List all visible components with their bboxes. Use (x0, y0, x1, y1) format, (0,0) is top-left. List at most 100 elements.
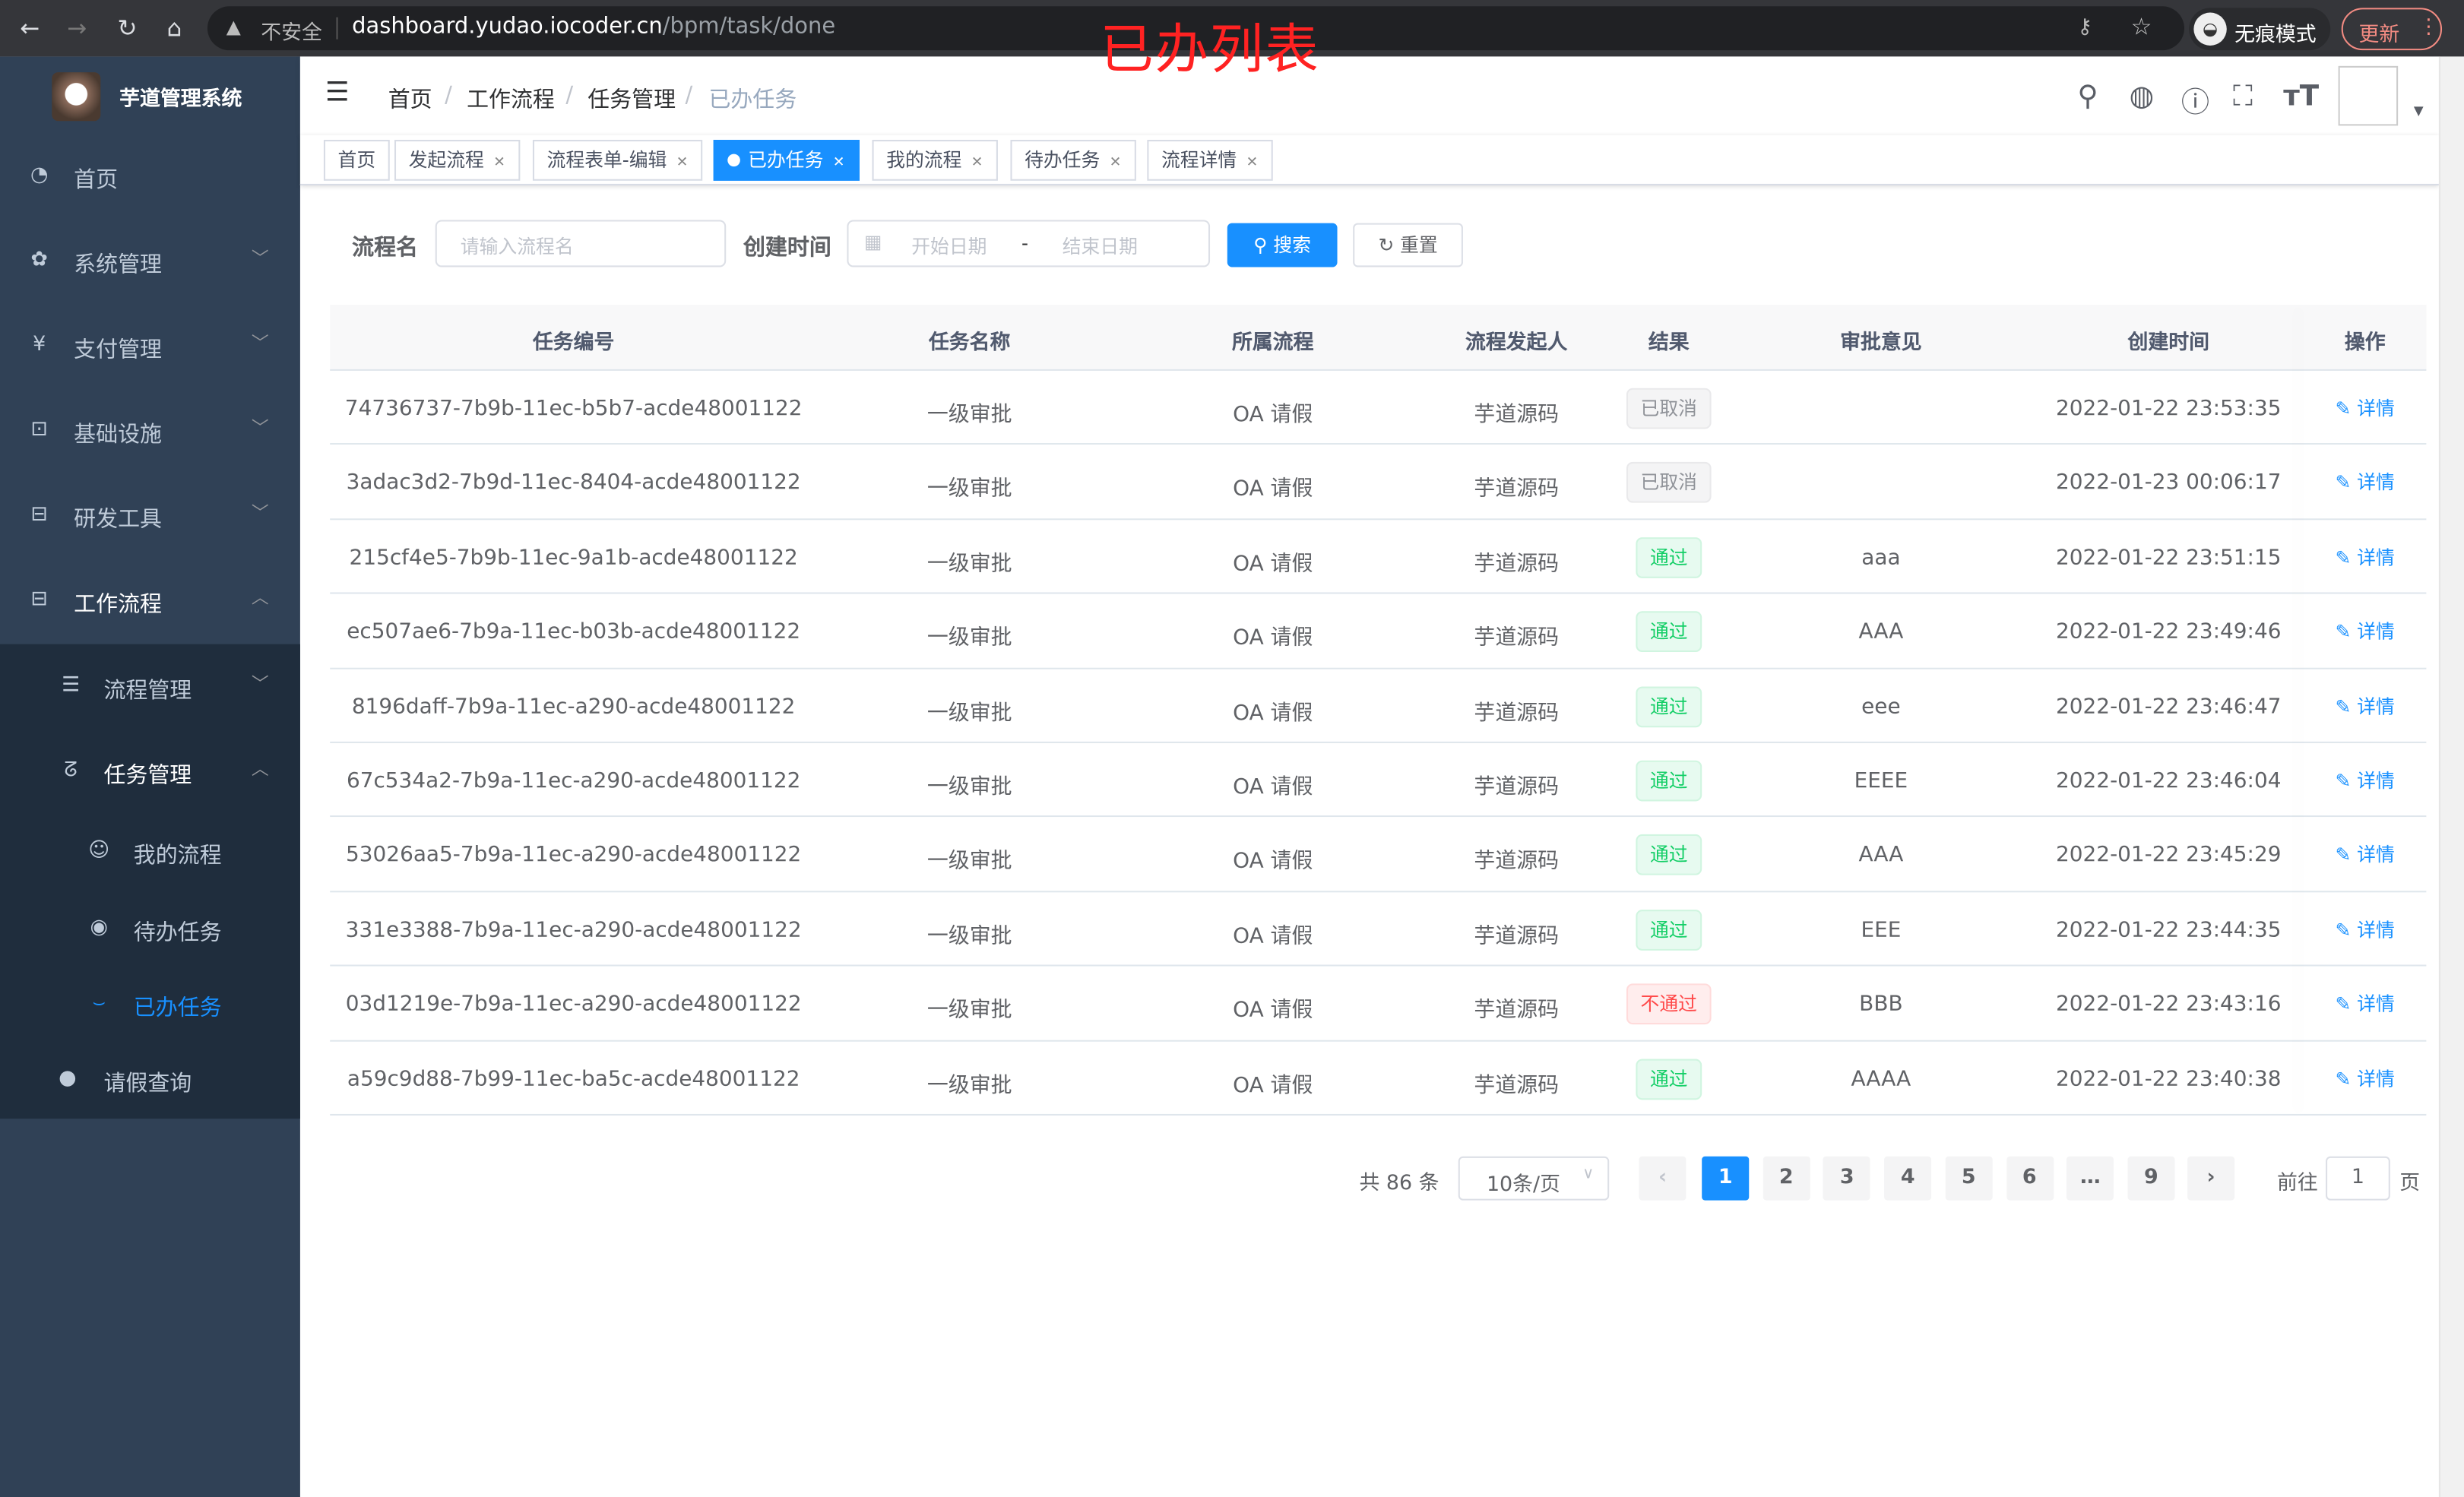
tag-process-detail[interactable]: 流程详情 ✕ (1147, 140, 1272, 181)
page-button[interactable]: 3 (1823, 1156, 1871, 1201)
sidebar-item-done[interactable]: ⌣ 已办任务 (0, 967, 300, 1045)
sidebar-item-infra[interactable]: ⊡ 基础设施 ﹀ (0, 393, 300, 471)
task-name-cell: 一级审批 (926, 476, 1012, 502)
close-icon[interactable]: ✕ (971, 155, 983, 172)
page-button[interactable]: 4 (1884, 1156, 1932, 1201)
detail-button[interactable]: ✎ 详情 (2335, 618, 2394, 644)
tag-start-process[interactable]: 发起流程 ✕ (394, 140, 520, 181)
sidebar-item-pay[interactable]: ¥ 支付管理 ﹀ (0, 308, 300, 386)
tag-my-process[interactable]: 我的流程 ✕ (872, 140, 998, 181)
menu-label: 已办任务 (133, 995, 222, 1021)
avatar[interactable] (2338, 65, 2399, 126)
task-name-cell: 一级审批 (926, 923, 1012, 949)
address-bar[interactable]: ▲ 不安全 dashboard.yudao.iocoder.cn/bpm/tas… (207, 6, 2184, 51)
more-icon[interactable]: ⋮ (2418, 15, 2439, 40)
page-button[interactable]: 1 (1702, 1156, 1750, 1201)
create-time-cell: 2022-01-22 23:45:29 (2056, 843, 2282, 869)
dashboard-icon: ◔ (30, 163, 49, 188)
sidebar-item-system[interactable]: ✿ 系统管理 ﹀ (0, 223, 300, 302)
date-range-picker[interactable]: ▦ 开始日期 - 结束日期 (847, 220, 1211, 267)
incognito-badge[interactable]: ◒ 无痕模式 (2189, 8, 2331, 51)
close-icon[interactable]: ✕ (1109, 155, 1122, 172)
more-pages-button[interactable]: … (2067, 1156, 2114, 1201)
url-text[interactable]: dashboard.yudao.iocoder.cn/bpm/task/done (352, 14, 835, 40)
goto-page-input[interactable]: 1 (2326, 1156, 2390, 1201)
create-time-cell: 2022-01-22 23:49:46 (2056, 619, 2282, 645)
detail-button[interactable]: ✎ 详情 (2335, 767, 2394, 793)
detail-button[interactable]: ✎ 详情 (2335, 543, 2394, 570)
edit-icon: ✎ (2335, 770, 2358, 793)
reset-label: 重置 (1400, 234, 1438, 257)
close-icon[interactable]: ✕ (1246, 155, 1259, 172)
detail-button[interactable]: ✎ 详情 (2335, 394, 2394, 421)
sidebar-item-workflow[interactable]: ⊟ 工作流程 ︿ (0, 562, 300, 641)
table-row: a59c9d88-7b99-11ec-ba5c-acde48001122 一级审批… (330, 1040, 2427, 1116)
next-page-button[interactable]: › (2187, 1156, 2235, 1201)
github-icon[interactable]: ◍ (2129, 80, 2155, 113)
breadcrumb-separator: / (685, 83, 693, 109)
eye-closed-icon: ⌣ (92, 991, 106, 1015)
prev-page-button[interactable]: ‹ (1639, 1156, 1686, 1201)
search-icon: ⚲ (1253, 234, 1274, 257)
reload-icon[interactable]: ↻ (117, 14, 138, 43)
sidebar-item-devtools[interactable]: ⊟ 研发工具 ﹀ (0, 478, 300, 556)
chevron-down-icon: ﹀ (251, 502, 269, 524)
page-button[interactable]: 9 (2127, 1156, 2175, 1201)
close-icon[interactable]: ✕ (493, 155, 505, 172)
sidebar-item-task-manage[interactable]: ᘔ 任务管理 ︿ (0, 734, 300, 812)
sidebar-item-home[interactable]: ◔ 首页 (0, 138, 300, 217)
hamburger-icon[interactable]: ☰ (325, 77, 350, 109)
search-icon[interactable]: ⚲ (2077, 80, 2098, 113)
placeholder: 请输入流程名 (460, 236, 574, 258)
calendar-icon: ▦ (864, 230, 882, 253)
tag-home[interactable]: 首页 (323, 140, 390, 181)
home-icon[interactable]: ⌂ (166, 14, 182, 43)
refresh-icon: ↻ (1378, 234, 1401, 257)
help-icon[interactable]: ⓘ (2181, 86, 2210, 120)
start-date-input[interactable]: 开始日期 (911, 236, 987, 258)
sidebar-item-my-process[interactable]: ☺ 我的流程 (0, 814, 300, 892)
breadcrumb-item[interactable]: 工作流程 (467, 87, 555, 113)
close-icon[interactable]: ✕ (676, 155, 689, 172)
create-time-cell: 2022-01-22 23:46:47 (2056, 694, 2282, 720)
breadcrumb-item[interactable]: 任务管理 (587, 87, 676, 113)
sidebar-item-leave[interactable]: ● 请假查询 (0, 1042, 300, 1120)
detail-button[interactable]: ✎ 详情 (2335, 841, 2394, 868)
sidebar-item-todo[interactable]: ◉ 待办任务 (0, 891, 300, 969)
process-name-input[interactable]: 请输入流程名 (435, 220, 727, 267)
comment-cell: EEEE (1854, 768, 1908, 794)
tag-done-tasks[interactable]: 已办任务 ✕ (713, 140, 860, 181)
page-button[interactable]: 6 (2006, 1156, 2054, 1201)
detail-button[interactable]: ✎ 详情 (2335, 990, 2394, 1017)
update-button[interactable]: 更新 ⋮ (2341, 8, 2443, 51)
edit-icon: ✎ (2335, 546, 2358, 569)
detail-button[interactable]: ✎ 详情 (2335, 692, 2394, 719)
back-icon[interactable]: ← (20, 14, 40, 43)
detail-button[interactable]: ✎ 详情 (2335, 916, 2394, 942)
column-header: 创建时间 (2127, 331, 2210, 356)
page-size-select[interactable]: 10条/页 ∨ (1458, 1156, 1610, 1201)
fullscreen-icon[interactable]: ⛶ (2233, 80, 2253, 113)
starter-cell: 芋道源码 (1474, 1072, 1560, 1098)
font-size-icon[interactable]: ᴛT (2283, 80, 2320, 113)
forward-icon[interactable]: → (67, 14, 87, 43)
create-time-cell: 2022-01-22 23:51:15 (2056, 545, 2282, 571)
breadcrumb-item[interactable]: 首页 (388, 87, 432, 113)
reset-button[interactable]: ↻ 重置 (1353, 223, 1463, 267)
close-icon[interactable]: ✕ (832, 155, 845, 172)
detail-button[interactable]: ✎ 详情 (2335, 1065, 2394, 1091)
edit-icon: ✎ (2335, 397, 2358, 420)
detail-button[interactable]: ✎ 详情 (2335, 469, 2394, 495)
starter-cell: 芋道源码 (1474, 849, 1560, 875)
page-button[interactable]: 2 (1762, 1156, 1810, 1201)
tag-form-edit[interactable]: 流程表单-编辑 ✕ (532, 140, 702, 181)
page-scrollbar[interactable] (2438, 56, 2464, 1497)
star-icon[interactable]: ☆ (2130, 12, 2152, 41)
page-button[interactable]: 5 (1945, 1156, 1993, 1201)
tag-todo[interactable]: 待办任务 ✕ (1010, 140, 1135, 181)
end-date-input[interactable]: 结束日期 (1062, 236, 1138, 258)
key-icon[interactable]: ⚷ (2077, 15, 2093, 40)
sidebar-item-process-manage[interactable]: ☰ 流程管理 ﹀ (0, 649, 300, 727)
search-button[interactable]: ⚲ 搜索 (1227, 223, 1338, 267)
caret-down-icon[interactable]: ▼ (2413, 103, 2424, 119)
